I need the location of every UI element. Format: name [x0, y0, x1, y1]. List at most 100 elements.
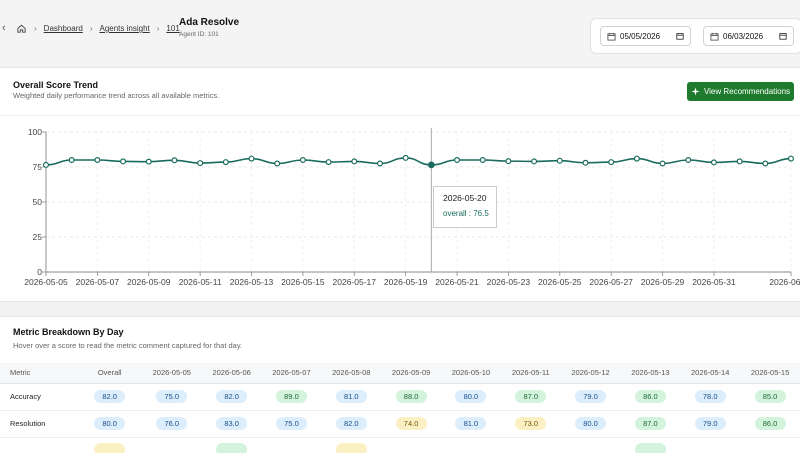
score-pill[interactable]: 73.0 [515, 417, 547, 430]
score-pill[interactable]: 75.0 [156, 390, 188, 403]
score-pill[interactable]: 88.0 [395, 390, 427, 403]
score-cell [560, 437, 621, 453]
score-cell: 87.0 [620, 410, 681, 438]
data-point [787, 155, 794, 162]
data-point [659, 160, 666, 167]
start-date-input[interactable]: 05/05/2026 [600, 26, 691, 46]
score-cell: 79.0 [560, 383, 621, 411]
score-cell: 79.0 [680, 410, 741, 438]
data-point [274, 160, 281, 167]
score-pill[interactable]: 78.0 [694, 390, 726, 403]
score-pill[interactable]: 82.0 [335, 417, 367, 430]
score-pill[interactable]: 82.0 [216, 390, 248, 403]
end-date-value: 06/03/2026 [723, 31, 764, 41]
x-tick-label: 2026-05-23 [487, 277, 531, 287]
score-pill[interactable]: 86.0 [754, 417, 786, 430]
data-point [68, 156, 75, 163]
home-icon[interactable] [16, 23, 27, 34]
score-pill[interactable]: 87.0 [515, 390, 547, 403]
x-tick-label: 2026-05-07 [76, 277, 120, 287]
data-point [197, 160, 204, 167]
y-tick-label: 75 [33, 162, 43, 172]
score-cell: 82.0 [201, 383, 262, 411]
score-cell: 74.0 [381, 410, 442, 438]
score-pill[interactable]: 81.0 [455, 417, 487, 430]
trend-card-subtitle: Weighted daily performance trend across … [13, 91, 220, 100]
score-pill[interactable]: 74.0 [395, 417, 427, 430]
score-pill[interactable]: 81.0 [335, 390, 367, 403]
score-cell: 81.0 [321, 383, 382, 411]
score-cell: 88.0 [381, 383, 442, 411]
calendar-picker-icon[interactable] [676, 32, 684, 40]
breadcrumb-dashboard[interactable]: Dashboard [43, 24, 83, 33]
y-tick-label: 50 [33, 197, 43, 207]
x-tick-label: 2026-06-03 [769, 277, 800, 287]
score-cell [381, 437, 442, 453]
data-point [685, 156, 692, 163]
column-header: 2026-05-05 [141, 363, 202, 384]
score-pill[interactable]: 82.0 [94, 390, 126, 403]
score-cell: 75.0 [261, 410, 322, 438]
score-cell: 86.0 [740, 410, 800, 438]
data-point [556, 157, 563, 164]
breakdown-table: Metric Overall 2026-05-05 2026-05-06 2026-05… [0, 363, 800, 453]
score-pill[interactable]: 76.0 [156, 417, 188, 430]
column-header: 2026-05-08 [321, 363, 382, 384]
overall-score-line-chart: 0 25 50 75 100 2026-05-05 2026-05-07 2026-05-09… [24, 127, 800, 287]
score-cell: 89.0 [261, 383, 322, 411]
top-bar: ‹ › Dashboard › Agents insight › 101 Ada… [0, 0, 800, 66]
score-cell: 78.0 [680, 383, 741, 411]
score-pill[interactable]: 86.0 [634, 390, 666, 403]
breadcrumb-agent-id[interactable]: 101 [166, 24, 180, 33]
date-range-panel: 05/05/2026 06/03/2026 [590, 18, 800, 54]
score-pill[interactable] [634, 443, 666, 453]
x-tick-label: 2026-05-05 [24, 277, 68, 287]
data-point [633, 155, 640, 162]
tooltip-value: overall : 76.5 [443, 209, 489, 218]
data-point [325, 159, 332, 166]
table-row: Accuracy 82.0 75.0 82.0 89.0 81.0 88.0 80.0 87.0… [0, 383, 800, 411]
view-recommendations-label: View Recommendations [703, 87, 791, 96]
score-pill[interactable]: 87.0 [634, 417, 666, 430]
trend-card-title: Overall Score Trend [13, 80, 99, 90]
score-cell: 81.0 [441, 410, 501, 438]
calendar-picker-icon[interactable] [779, 32, 787, 40]
data-point [42, 161, 49, 168]
sparkle-icon [691, 87, 700, 96]
score-pill[interactable]: 79.0 [575, 390, 607, 403]
view-recommendations-button[interactable]: View Recommendations [687, 82, 794, 101]
score-pill[interactable]: 83.0 [216, 417, 248, 430]
score-pill[interactable]: 85.0 [754, 390, 786, 403]
data-point [351, 158, 358, 165]
y-tick-label: 100 [28, 127, 42, 137]
breadcrumb-agents-insight[interactable]: Agents insight [99, 24, 150, 33]
score-pill[interactable]: 75.0 [275, 417, 307, 430]
chevron-left-icon[interactable]: ‹ [2, 22, 6, 34]
y-tick-label: 25 [33, 232, 43, 242]
data-point [608, 159, 615, 166]
score-pill[interactable] [94, 443, 126, 453]
score-pill[interactable]: 79.0 [694, 417, 726, 430]
score-pill[interactable]: 80.0 [575, 417, 607, 430]
score-pill[interactable]: 89.0 [275, 390, 307, 403]
column-header: 2026-05-14 [680, 363, 741, 384]
score-pill[interactable] [216, 443, 248, 453]
column-header: 2026-05-10 [441, 363, 501, 384]
data-point [94, 156, 101, 163]
score-cell: 85.0 [740, 383, 800, 411]
score-cell [620, 437, 681, 453]
end-date-input[interactable]: 06/03/2026 [703, 26, 794, 46]
score-cell [77, 437, 142, 453]
data-point [376, 160, 383, 167]
divider [0, 115, 800, 116]
score-pill[interactable]: 80.0 [94, 417, 126, 430]
score-cell [500, 437, 561, 453]
score-pill[interactable] [335, 443, 367, 453]
table-row: Resolution 80.0 76.0 83.0 75.0 82.0 74.0 81.0 73… [0, 410, 800, 438]
data-point [736, 158, 743, 165]
metric-name: Accuracy [0, 383, 78, 411]
breakdown-subtitle: Hover over a score to read the metric co… [13, 341, 243, 350]
score-cell [141, 437, 202, 453]
score-pill[interactable]: 80.0 [455, 390, 487, 403]
score-cell [321, 437, 382, 453]
